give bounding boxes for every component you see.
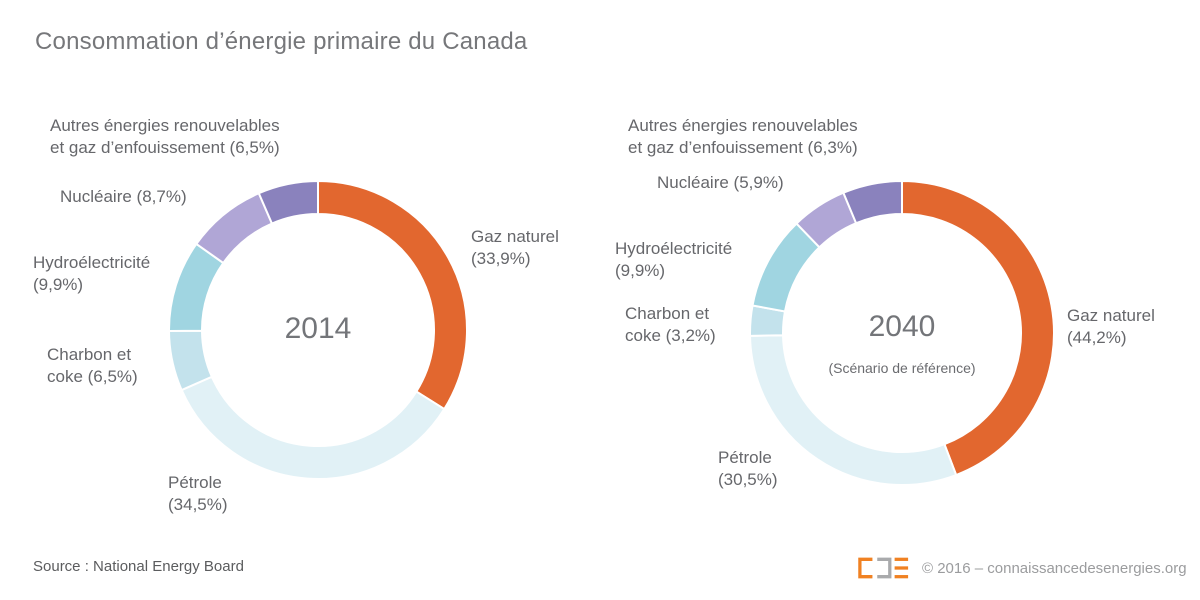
donut-segment-petrole — [750, 334, 958, 486]
label-charbon-2014: Charbon et coke (6,5%) — [47, 344, 138, 388]
label-gaz-2040: Gaz naturel (44,2%) — [1067, 305, 1155, 349]
donut-segment-gaz-naturel — [901, 179, 1055, 477]
center-subtitle-2040: (Scénario de référence) — [828, 360, 976, 376]
page-title: Consommation d’énergie primaire du Canad… — [35, 28, 528, 55]
label-petrole-2014: Pétrole (34,5%) — [168, 472, 228, 516]
label-line: et gaz d’enfouissement (6,3%) — [628, 138, 858, 157]
donut-segment-autres-renouvelables — [257, 179, 319, 225]
label-line: (34,5%) — [168, 495, 228, 514]
label-line: Pétrole — [718, 448, 772, 467]
label-line: et gaz d’enfouissement (6,5%) — [50, 138, 280, 157]
donut-segment-autres-renouvelables — [842, 179, 903, 225]
label-line: Nucléaire (8,7%) — [60, 187, 187, 206]
label-line: Autres énergies renouvelables — [628, 116, 858, 135]
label-line: Pétrole — [168, 473, 222, 492]
label-nucleaire-2040: Nucléaire (5,9%) — [657, 172, 784, 194]
cde-logo-icon — [858, 557, 909, 579]
label-line: Autres énergies renouvelables — [50, 116, 280, 135]
label-line: coke (6,5%) — [47, 367, 138, 386]
label-autres-2014: Autres énergies renouvelables et gaz d’e… — [50, 115, 280, 159]
label-line: (44,2%) — [1067, 328, 1127, 347]
label-line: Hydroélectricité — [615, 239, 733, 258]
donut-segment-gaz-naturel — [317, 179, 468, 411]
donut-chart-2014 — [167, 179, 468, 480]
label-line: Gaz naturel — [1067, 306, 1155, 325]
label-gaz-2014: Gaz naturel (33,9%) — [471, 226, 559, 270]
label-line: Nucléaire (5,9%) — [657, 173, 784, 192]
center-year-2040: 2040 — [868, 310, 936, 343]
label-line: Hydroélectricité — [33, 253, 151, 272]
center-year-2014: 2014 — [284, 312, 352, 345]
label-hydro-2040: Hydroélectricité (9,9%) — [615, 238, 732, 282]
label-line: (33,9%) — [471, 249, 531, 268]
label-line: (9,9%) — [615, 261, 666, 280]
label-charbon-2040: Charbon et coke (3,2%) — [625, 303, 716, 347]
donut-chart-2040 — [750, 179, 1055, 486]
label-line: Gaz naturel — [471, 227, 559, 246]
label-line: Charbon et — [47, 345, 132, 364]
donut-segment-petrole — [180, 375, 446, 480]
cde-logo — [857, 556, 911, 580]
label-nucleaire-2014: Nucléaire (8,7%) — [60, 186, 187, 208]
label-line: Charbon et — [625, 304, 710, 323]
label-line: (9,9%) — [33, 275, 84, 294]
label-autres-2040: Autres énergies renouvelables et gaz d’e… — [628, 115, 858, 159]
label-line: (30,5%) — [718, 470, 778, 489]
copyright-text: © 2016 – connaissancedesenergies.org — [922, 560, 1187, 577]
label-hydro-2014: Hydroélectricité (9,9%) — [33, 252, 150, 296]
donut-segment-nucleaire — [194, 191, 274, 265]
source-note: Source : National Energy Board — [33, 558, 244, 575]
label-petrole-2040: Pétrole (30,5%) — [718, 447, 778, 491]
label-line: coke (3,2%) — [625, 326, 716, 345]
